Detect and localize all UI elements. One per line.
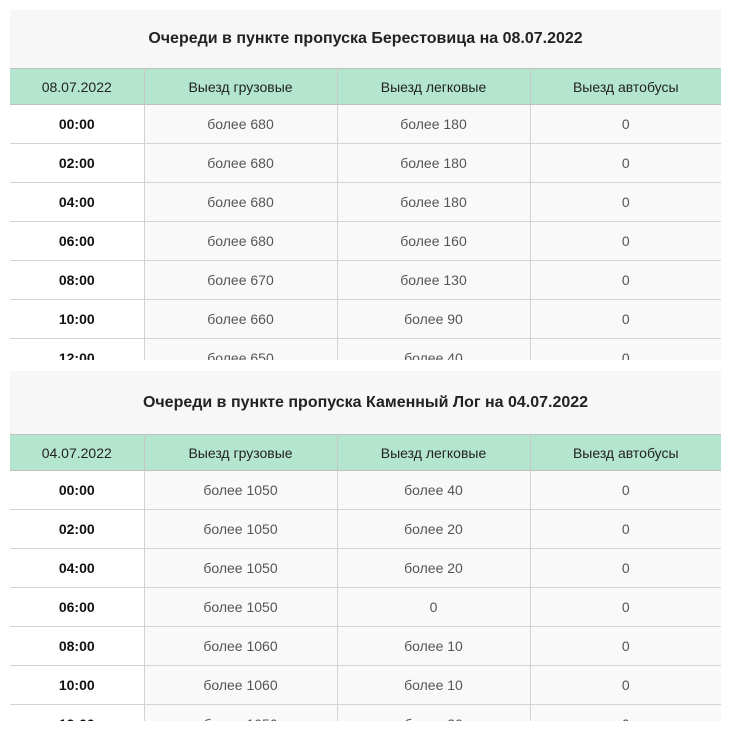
header-date: 08.07.2022 xyxy=(10,68,145,105)
cell-buses: 0 xyxy=(530,665,721,705)
cell-cars: более 20 xyxy=(337,509,531,549)
cell-time: 04:00 xyxy=(10,182,145,222)
cell-trucks: более 650 xyxy=(144,338,338,360)
cell-time: 06:00 xyxy=(10,221,145,261)
cell-buses: 0 xyxy=(530,221,721,261)
cell-trucks: более 1050 xyxy=(144,704,338,721)
cell-trucks: более 680 xyxy=(144,104,338,144)
cell-time: 08:00 xyxy=(10,260,145,300)
table-row: 02:00 более 680 более 180 0 xyxy=(10,143,721,183)
cell-time: 02:00 xyxy=(10,143,145,183)
table-row: 12:00 более 1050 более 20 0 xyxy=(10,704,721,721)
header-trucks: Выезд грузовые xyxy=(144,434,338,471)
queue-table-panel-kamenny-log: Очереди в пункте пропуска Каменный Лог н… xyxy=(10,371,721,721)
cell-time: 10:00 xyxy=(10,665,145,705)
cell-buses: 0 xyxy=(530,182,721,222)
cell-trucks: более 1060 xyxy=(144,665,338,705)
cell-time: 06:00 xyxy=(10,587,145,627)
cell-cars: более 10 xyxy=(337,665,531,705)
table-row: 08:00 более 670 более 130 0 xyxy=(10,260,721,300)
table-row: 02:00 более 1050 более 20 0 xyxy=(10,509,721,549)
cell-cars: более 40 xyxy=(337,470,531,510)
cell-buses: 0 xyxy=(530,587,721,627)
cell-buses: 0 xyxy=(530,509,721,549)
header-buses: Выезд автобусы xyxy=(530,68,721,105)
cell-buses: 0 xyxy=(530,143,721,183)
cell-trucks: более 1060 xyxy=(144,626,338,666)
cell-buses: 0 xyxy=(530,104,721,144)
table-row: 08:00 более 1060 более 10 0 xyxy=(10,626,721,666)
cell-time: 04:00 xyxy=(10,548,145,588)
cell-time: 10:00 xyxy=(10,299,145,339)
cell-cars: более 20 xyxy=(337,548,531,588)
cell-cars: более 90 xyxy=(337,299,531,339)
cell-time: 12:00 xyxy=(10,338,145,360)
cell-buses: 0 xyxy=(530,338,721,360)
queue-table-panel-berestovitsa: Очереди в пункте пропуска Берестовица на… xyxy=(10,10,721,360)
cell-time: 00:00 xyxy=(10,470,145,510)
cell-cars: более 10 xyxy=(337,626,531,666)
cell-cars: более 180 xyxy=(337,182,531,222)
table-title: Очереди в пункте пропуска Берестовица на… xyxy=(148,30,583,47)
header-date: 04.07.2022 xyxy=(10,434,145,471)
header-trucks: Выезд грузовые xyxy=(144,68,338,105)
table-row: 00:00 более 680 более 180 0 xyxy=(10,104,721,144)
table-row: 06:00 более 680 более 160 0 xyxy=(10,221,721,261)
queue-table: 04.07.2022 Выезд грузовые Выезд легковые… xyxy=(10,434,721,721)
table-row: 12:00 более 650 более 40 0 xyxy=(10,338,721,360)
cell-cars: более 130 xyxy=(337,260,531,300)
header-buses: Выезд автобусы xyxy=(530,434,721,471)
table-row: 10:00 более 660 более 90 0 xyxy=(10,299,721,339)
cell-trucks: более 1050 xyxy=(144,470,338,510)
cell-buses: 0 xyxy=(530,299,721,339)
cell-trucks: более 1050 xyxy=(144,548,338,588)
cell-buses: 0 xyxy=(530,626,721,666)
table-header-row: 08.07.2022 Выезд грузовые Выезд легковые… xyxy=(10,68,721,105)
table-row: 04:00 более 680 более 180 0 xyxy=(10,182,721,222)
cell-cars: 0 xyxy=(337,587,531,627)
cell-trucks: более 680 xyxy=(144,182,338,222)
cell-time: 00:00 xyxy=(10,104,145,144)
cell-trucks: более 660 xyxy=(144,299,338,339)
table-title: Очереди в пункте пропуска Каменный Лог н… xyxy=(142,393,589,411)
header-cars: Выезд легковые xyxy=(337,434,531,471)
cell-time: 12:00 xyxy=(10,704,145,721)
cell-cars: более 20 xyxy=(337,704,531,721)
table-row: 06:00 более 1050 0 0 xyxy=(10,587,721,627)
cell-buses: 0 xyxy=(530,470,721,510)
cell-cars: более 160 xyxy=(337,221,531,261)
cell-trucks: более 1050 xyxy=(144,509,338,549)
table-row: 00:00 более 1050 более 40 0 xyxy=(10,470,721,510)
cell-time: 08:00 xyxy=(10,626,145,666)
cell-cars: более 180 xyxy=(337,143,531,183)
cell-buses: 0 xyxy=(530,548,721,588)
cell-trucks: более 1050 xyxy=(144,587,338,627)
queue-table: 08.07.2022 Выезд грузовые Выезд легковые… xyxy=(10,68,721,360)
cell-buses: 0 xyxy=(530,260,721,300)
table-row: 10:00 более 1060 более 10 0 xyxy=(10,665,721,705)
table-row: 04:00 более 1050 более 20 0 xyxy=(10,548,721,588)
cell-buses: 0 xyxy=(530,704,721,721)
cell-trucks: более 680 xyxy=(144,221,338,261)
table-header-row: 04.07.2022 Выезд грузовые Выезд легковые… xyxy=(10,434,721,471)
cell-trucks: более 680 xyxy=(144,143,338,183)
cell-cars: более 180 xyxy=(337,104,531,144)
cell-time: 02:00 xyxy=(10,509,145,549)
header-cars: Выезд легковые xyxy=(337,68,531,105)
cell-trucks: более 670 xyxy=(144,260,338,300)
cell-cars: более 40 xyxy=(337,338,531,360)
